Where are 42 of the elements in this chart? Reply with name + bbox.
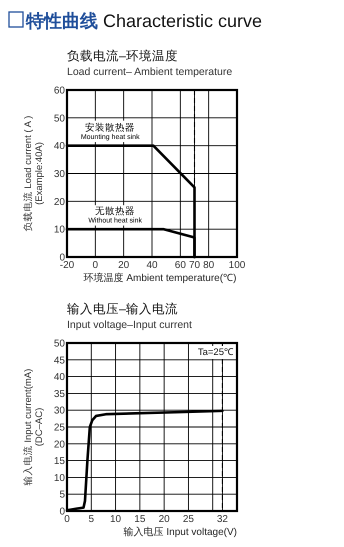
x-tick-label: 10 [110,514,122,525]
chart-subtitle: Input voltage–Input current [67,319,192,331]
y-tick-label: 10 [54,224,66,236]
y-tick-label: 25 [54,422,66,434]
x-axis-title: 环境温度 Ambient temperature(℃) [84,272,236,284]
chart-title: 输入电压–输入电流 [67,301,178,316]
y-tick-label: 45 [54,355,66,366]
y-tick-label: 40 [54,141,66,152]
x-tick-label: 100 [228,260,246,271]
chart-subtitle: Load current– Ambient temperature [67,66,232,78]
x-tick-label: 20 [118,260,130,271]
y-axis-title: 输入电流 Input current(mA) (DC–AC) [22,368,45,486]
x-tick-label: 20 [158,514,170,525]
x-tick-label: 40 [146,260,158,271]
text: 特性曲线 Characteristic curve [25,11,262,31]
y-tick-label: 30 [54,169,66,180]
y-tick-label: 50 [54,113,66,124]
y-tick-label: 5 [59,490,66,501]
series-label: 无散热器 Without heat sink [88,206,143,225]
annotation: Ta=25℃ [198,347,234,358]
x-tick-label: 32 [216,514,228,525]
x-tick-label: 60 [174,260,186,271]
y-tick-label: 20 [54,196,66,208]
x-tick-label: 80 [203,260,215,271]
y-tick-label: 50 [54,338,66,350]
x-tick-label: 15 [134,514,146,525]
y-tick-label: 40 [54,372,66,384]
x-tick-label: 0 [92,260,99,271]
y-axis-title: 负载电流 Load current ( A ) (Example:40A) [22,116,45,232]
y-tick-label: 0 [59,506,66,518]
y-tick-label: 35 [54,388,66,400]
y-tick-label: 30 [54,406,66,417]
series-label: 安装散热器 Mounting heat sink [80,122,140,142]
y-tick-label: 10 [54,472,66,484]
x-tick-label: 70 [188,260,200,271]
y-tick-label: 60 [54,86,66,96]
x-tick-label: 5 [88,514,95,525]
x-axis-title: 输入电压 Input voltage(V) [124,526,237,538]
y-tick-label: 15 [54,456,66,468]
y-tick-label: 20 [54,439,66,450]
chart-title: 负载电流–环境温度 [67,48,178,63]
x-tick-label: 25 [182,514,194,525]
